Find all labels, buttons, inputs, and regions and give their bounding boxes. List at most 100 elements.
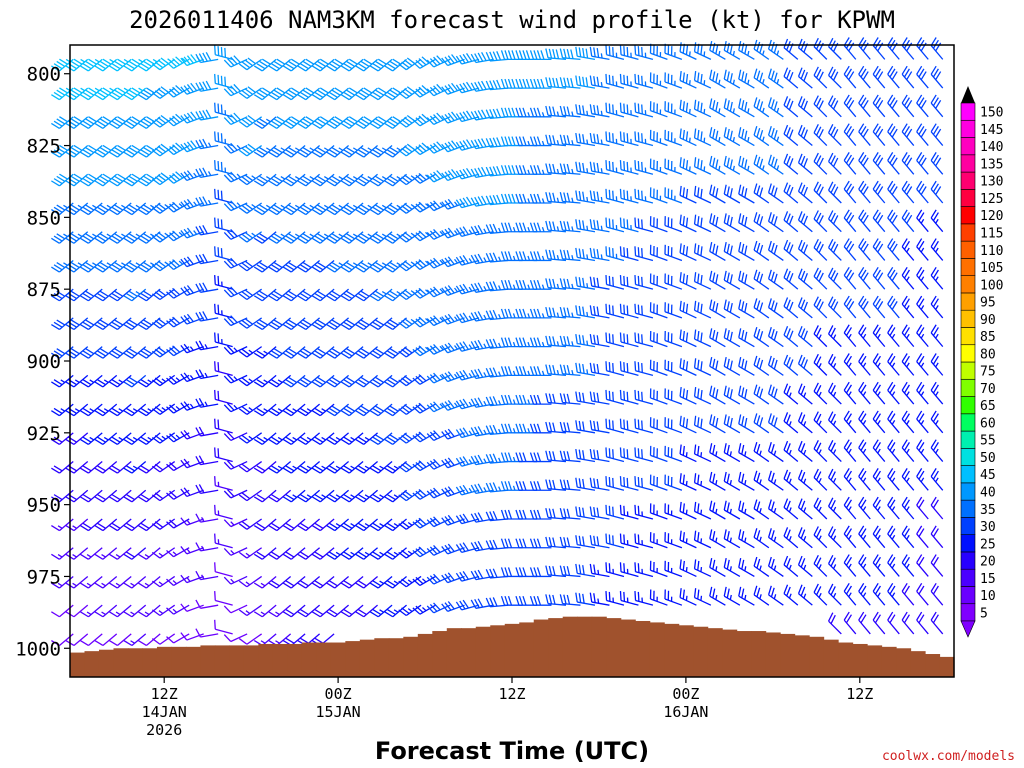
wind-barb [723, 127, 741, 147]
wind-barb [753, 585, 770, 606]
wind-barb [709, 98, 726, 118]
wind-barb [268, 173, 292, 187]
colorbar-swatch [960, 448, 976, 466]
wind-barb [693, 444, 712, 463]
wind-barb [340, 461, 364, 474]
wind-barb [901, 468, 915, 491]
wind-barb [369, 547, 393, 560]
wind-barb [123, 231, 147, 244]
wind-barb [575, 506, 596, 520]
wind-barb [94, 518, 118, 532]
colorbar-label: 10 [980, 589, 996, 604]
wind-barb [619, 389, 639, 405]
wind-barb [137, 116, 161, 129]
wind-barb [195, 628, 219, 638]
wind-barb [605, 562, 625, 578]
wind-barb [109, 489, 132, 503]
wind-barb [872, 353, 886, 376]
x-tick-date: 15JAN [316, 703, 361, 721]
credit-text: coolwx.com/models [882, 749, 1015, 764]
wind-barb [828, 382, 842, 405]
wind-barb [649, 43, 668, 60]
wind-barb [94, 403, 118, 417]
wind-barb [828, 440, 842, 463]
wind-barb [282, 116, 306, 129]
wind-barb [605, 332, 625, 348]
wind-barb [679, 386, 697, 405]
wind-barb [180, 603, 204, 612]
wind-barb [901, 209, 915, 233]
wind-barb [65, 144, 89, 158]
wind-barb [559, 508, 581, 520]
wind-barb [930, 94, 944, 118]
wind-barb [679, 214, 697, 233]
wind-barb [180, 372, 204, 383]
wind-barb [679, 444, 697, 463]
wind-barb [916, 582, 929, 606]
wind-barb [485, 165, 509, 177]
wind-barb [455, 513, 480, 525]
wind-barb [693, 329, 712, 348]
wind-barb [575, 132, 596, 147]
colorbar-label: 45 [980, 468, 996, 483]
wind-barb [619, 591, 639, 606]
wind-barb [223, 55, 248, 68]
wind-barb [166, 171, 190, 184]
wind-barb [649, 589, 668, 606]
wind-barb [664, 503, 683, 520]
wind-barb [738, 184, 755, 204]
wind-barb [738, 242, 755, 262]
wind-barb [797, 38, 813, 60]
wind-barb [238, 518, 263, 530]
wind-barb [51, 633, 74, 647]
colorbar-label: 100 [980, 278, 1003, 293]
wind-barb [311, 432, 335, 445]
wind-barb [268, 231, 292, 244]
wind-barb [94, 461, 118, 474]
wind-barb [679, 99, 697, 118]
wind-barb [649, 101, 668, 118]
wind-barb [326, 145, 350, 158]
wind-barb [123, 58, 147, 72]
terrain-column [490, 625, 506, 677]
wind-barb [813, 497, 828, 520]
colorbar-swatch [960, 586, 976, 605]
wind-barb [605, 447, 625, 463]
wind-barb [412, 259, 436, 271]
wind-barb [455, 341, 480, 352]
wind-barb [515, 136, 537, 147]
wind-barb [223, 402, 248, 413]
wind-barb [605, 217, 625, 233]
wind-barb [195, 599, 219, 609]
wind-barb [268, 58, 292, 72]
wind-barb [813, 583, 828, 606]
wind-barb [605, 476, 625, 491]
wind-barb [384, 432, 407, 445]
wind-barb [693, 128, 712, 147]
wind-barb [887, 94, 900, 118]
wind-barb [693, 386, 712, 405]
wind-barb [123, 116, 147, 129]
wind-barb [109, 144, 132, 158]
wind-barb [253, 604, 277, 618]
wind-barb [575, 104, 596, 118]
colorbar-label: 25 [980, 537, 996, 552]
wind-barb [753, 327, 770, 348]
wind-barb [470, 368, 494, 380]
wind-barb [398, 461, 422, 473]
wind-barb [649, 560, 668, 578]
wind-barb [605, 533, 625, 549]
colorbar-label: 110 [980, 244, 1003, 259]
wind-barb [398, 575, 422, 588]
wind-barb [311, 317, 335, 331]
terrain-column [185, 646, 202, 677]
wind-barb [619, 361, 639, 376]
wind-barb [901, 295, 915, 319]
wind-barb [679, 272, 697, 290]
wind-barb [605, 361, 625, 376]
wind-barb [311, 116, 335, 129]
wind-barb [455, 484, 480, 496]
wind-barb [80, 87, 103, 101]
wind-barb [916, 238, 929, 261]
wind-barb [297, 518, 321, 532]
